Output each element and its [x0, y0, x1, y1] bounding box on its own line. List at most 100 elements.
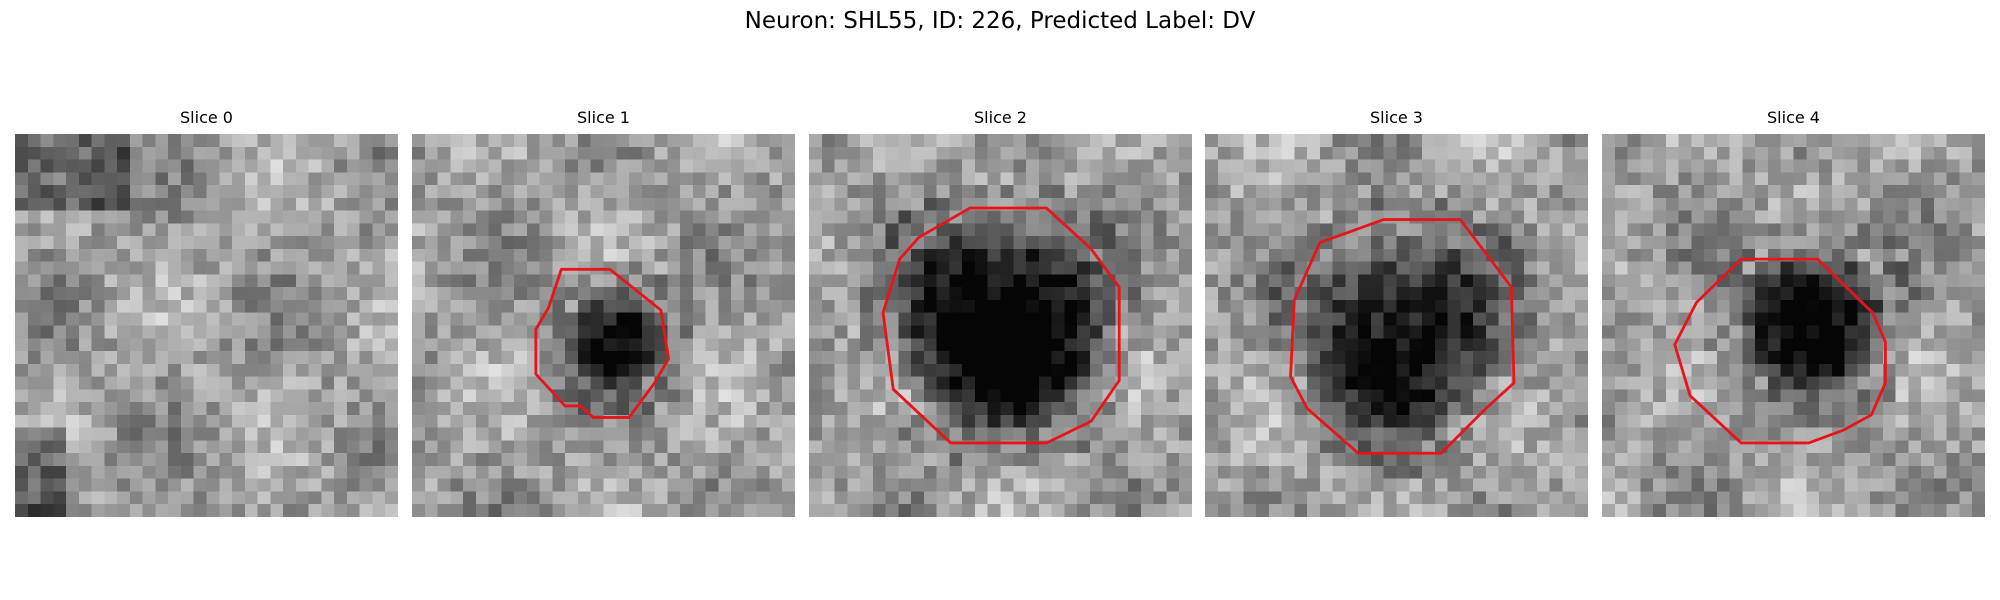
- pixel: [514, 376, 528, 390]
- pixel: [809, 299, 823, 313]
- pixel: [1256, 440, 1270, 454]
- pixel: [1921, 197, 1935, 211]
- pixel: [283, 146, 297, 160]
- pixel: [270, 351, 284, 365]
- pixel: [1026, 402, 1040, 416]
- pixel: [1691, 223, 1705, 237]
- pixel: [232, 312, 246, 326]
- pixel: [1627, 185, 1641, 199]
- pixel: [1614, 312, 1628, 326]
- pixel: [1307, 427, 1321, 441]
- pixel: [1064, 185, 1078, 199]
- pixel: [705, 504, 719, 517]
- pixel: [308, 363, 322, 377]
- pixel: [1051, 465, 1065, 479]
- pixel: [321, 504, 335, 517]
- pixel: [1370, 312, 1384, 326]
- pixel: [1396, 351, 1410, 365]
- pixel: [1243, 274, 1257, 288]
- pixel: [1064, 236, 1078, 250]
- pixel: [1844, 478, 1858, 492]
- pixel: [1013, 363, 1027, 377]
- pixel: [1128, 287, 1142, 301]
- pixel: [782, 453, 795, 467]
- pixel: [743, 159, 757, 173]
- pixel: [385, 197, 398, 211]
- pixel: [1524, 427, 1538, 441]
- pixel: [1064, 376, 1078, 390]
- pixel: [53, 185, 67, 199]
- pixel: [539, 325, 553, 339]
- pixel: [1767, 491, 1781, 505]
- pixel: [1396, 261, 1410, 275]
- pixel: [78, 287, 92, 301]
- pixel: [616, 504, 630, 517]
- pixel: [1844, 440, 1858, 454]
- pixel: [987, 172, 1001, 186]
- pixel: [974, 261, 988, 275]
- pixel: [1819, 236, 1833, 250]
- pixel: [565, 440, 579, 454]
- pixel: [1051, 185, 1065, 199]
- pixel: [872, 185, 886, 199]
- pixel: [1908, 325, 1922, 339]
- pixel: [104, 351, 118, 365]
- pixel: [654, 299, 668, 313]
- pixel: [117, 274, 131, 288]
- pixel: [641, 146, 655, 160]
- pixel: [437, 504, 451, 517]
- pixel: [1217, 376, 1231, 390]
- pixel: [1128, 504, 1142, 517]
- pixel: [1498, 414, 1512, 428]
- pixel: [424, 223, 438, 237]
- pixel: [1319, 146, 1333, 160]
- pixel: [641, 248, 655, 262]
- pixel: [1089, 402, 1103, 416]
- pixel: [705, 312, 719, 326]
- pixel: [193, 223, 207, 237]
- pixel: [1755, 159, 1769, 173]
- pixel: [1013, 287, 1027, 301]
- pixel: [488, 312, 502, 326]
- pixel: [359, 197, 373, 211]
- pixel: [168, 504, 182, 517]
- pixel: [372, 261, 386, 275]
- pixel: [1640, 197, 1654, 211]
- pixel: [1704, 427, 1718, 441]
- pixel: [1307, 363, 1321, 377]
- pixel: [1562, 159, 1576, 173]
- pixel: [1716, 185, 1730, 199]
- pixel: [1319, 427, 1333, 441]
- pixel: [1716, 389, 1730, 403]
- pixel: [437, 491, 451, 505]
- pixel: [590, 236, 604, 250]
- pixel: [488, 210, 502, 224]
- pixel: [1755, 478, 1769, 492]
- pixel: [769, 402, 783, 416]
- pixel: [475, 453, 489, 467]
- pixel: [1294, 465, 1308, 479]
- pixel: [923, 414, 937, 428]
- pixel: [1511, 287, 1525, 301]
- pixel: [1089, 478, 1103, 492]
- pixel: [1678, 427, 1692, 441]
- pixel: [1447, 248, 1461, 262]
- pixel: [1064, 274, 1078, 288]
- pixel: [1217, 440, 1231, 454]
- pixel: [1281, 478, 1295, 492]
- pixel: [412, 478, 426, 492]
- pixel: [1434, 363, 1448, 377]
- pixel: [1691, 478, 1705, 492]
- pixel: [1166, 134, 1180, 148]
- pixel: [1409, 491, 1423, 505]
- pixel: [974, 299, 988, 313]
- pixel: [488, 338, 502, 352]
- pixel: [219, 338, 233, 352]
- pixel: [1627, 453, 1641, 467]
- pixel: [1602, 274, 1616, 288]
- pixel: [27, 312, 41, 326]
- pixel: [1332, 210, 1346, 224]
- pixel: [1064, 491, 1078, 505]
- pixel: [654, 146, 668, 160]
- pixel: [577, 159, 591, 173]
